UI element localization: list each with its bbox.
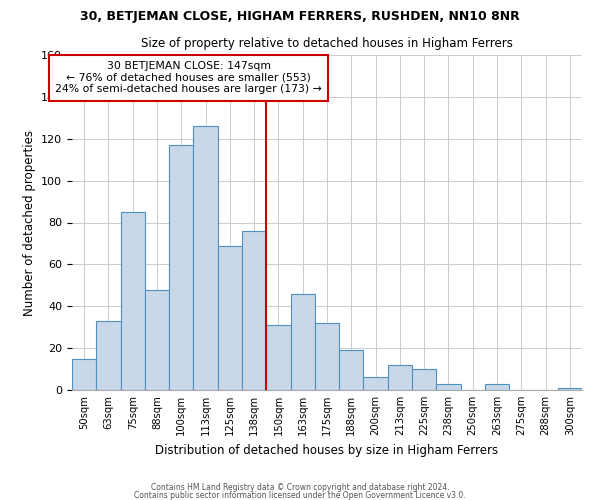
Bar <box>339 350 364 390</box>
Bar <box>290 294 315 390</box>
Text: Contains public sector information licensed under the Open Government Licence v3: Contains public sector information licen… <box>134 490 466 500</box>
Bar <box>121 212 145 390</box>
Bar <box>485 384 509 390</box>
Bar <box>436 384 461 390</box>
Bar <box>193 126 218 390</box>
Y-axis label: Number of detached properties: Number of detached properties <box>23 130 35 316</box>
Bar <box>558 388 582 390</box>
Title: Size of property relative to detached houses in Higham Ferrers: Size of property relative to detached ho… <box>141 36 513 50</box>
Text: 30, BETJEMAN CLOSE, HIGHAM FERRERS, RUSHDEN, NN10 8NR: 30, BETJEMAN CLOSE, HIGHAM FERRERS, RUSH… <box>80 10 520 23</box>
Bar <box>412 369 436 390</box>
Bar <box>315 323 339 390</box>
Bar <box>388 365 412 390</box>
Bar <box>96 321 121 390</box>
Bar <box>242 231 266 390</box>
Bar <box>364 378 388 390</box>
Bar <box>218 246 242 390</box>
Bar <box>266 325 290 390</box>
Text: 30 BETJEMAN CLOSE: 147sqm
← 76% of detached houses are smaller (553)
24% of semi: 30 BETJEMAN CLOSE: 147sqm ← 76% of detac… <box>55 62 322 94</box>
Bar <box>72 358 96 390</box>
Bar <box>145 290 169 390</box>
Bar <box>169 145 193 390</box>
Text: Contains HM Land Registry data © Crown copyright and database right 2024.: Contains HM Land Registry data © Crown c… <box>151 484 449 492</box>
X-axis label: Distribution of detached houses by size in Higham Ferrers: Distribution of detached houses by size … <box>155 444 499 456</box>
